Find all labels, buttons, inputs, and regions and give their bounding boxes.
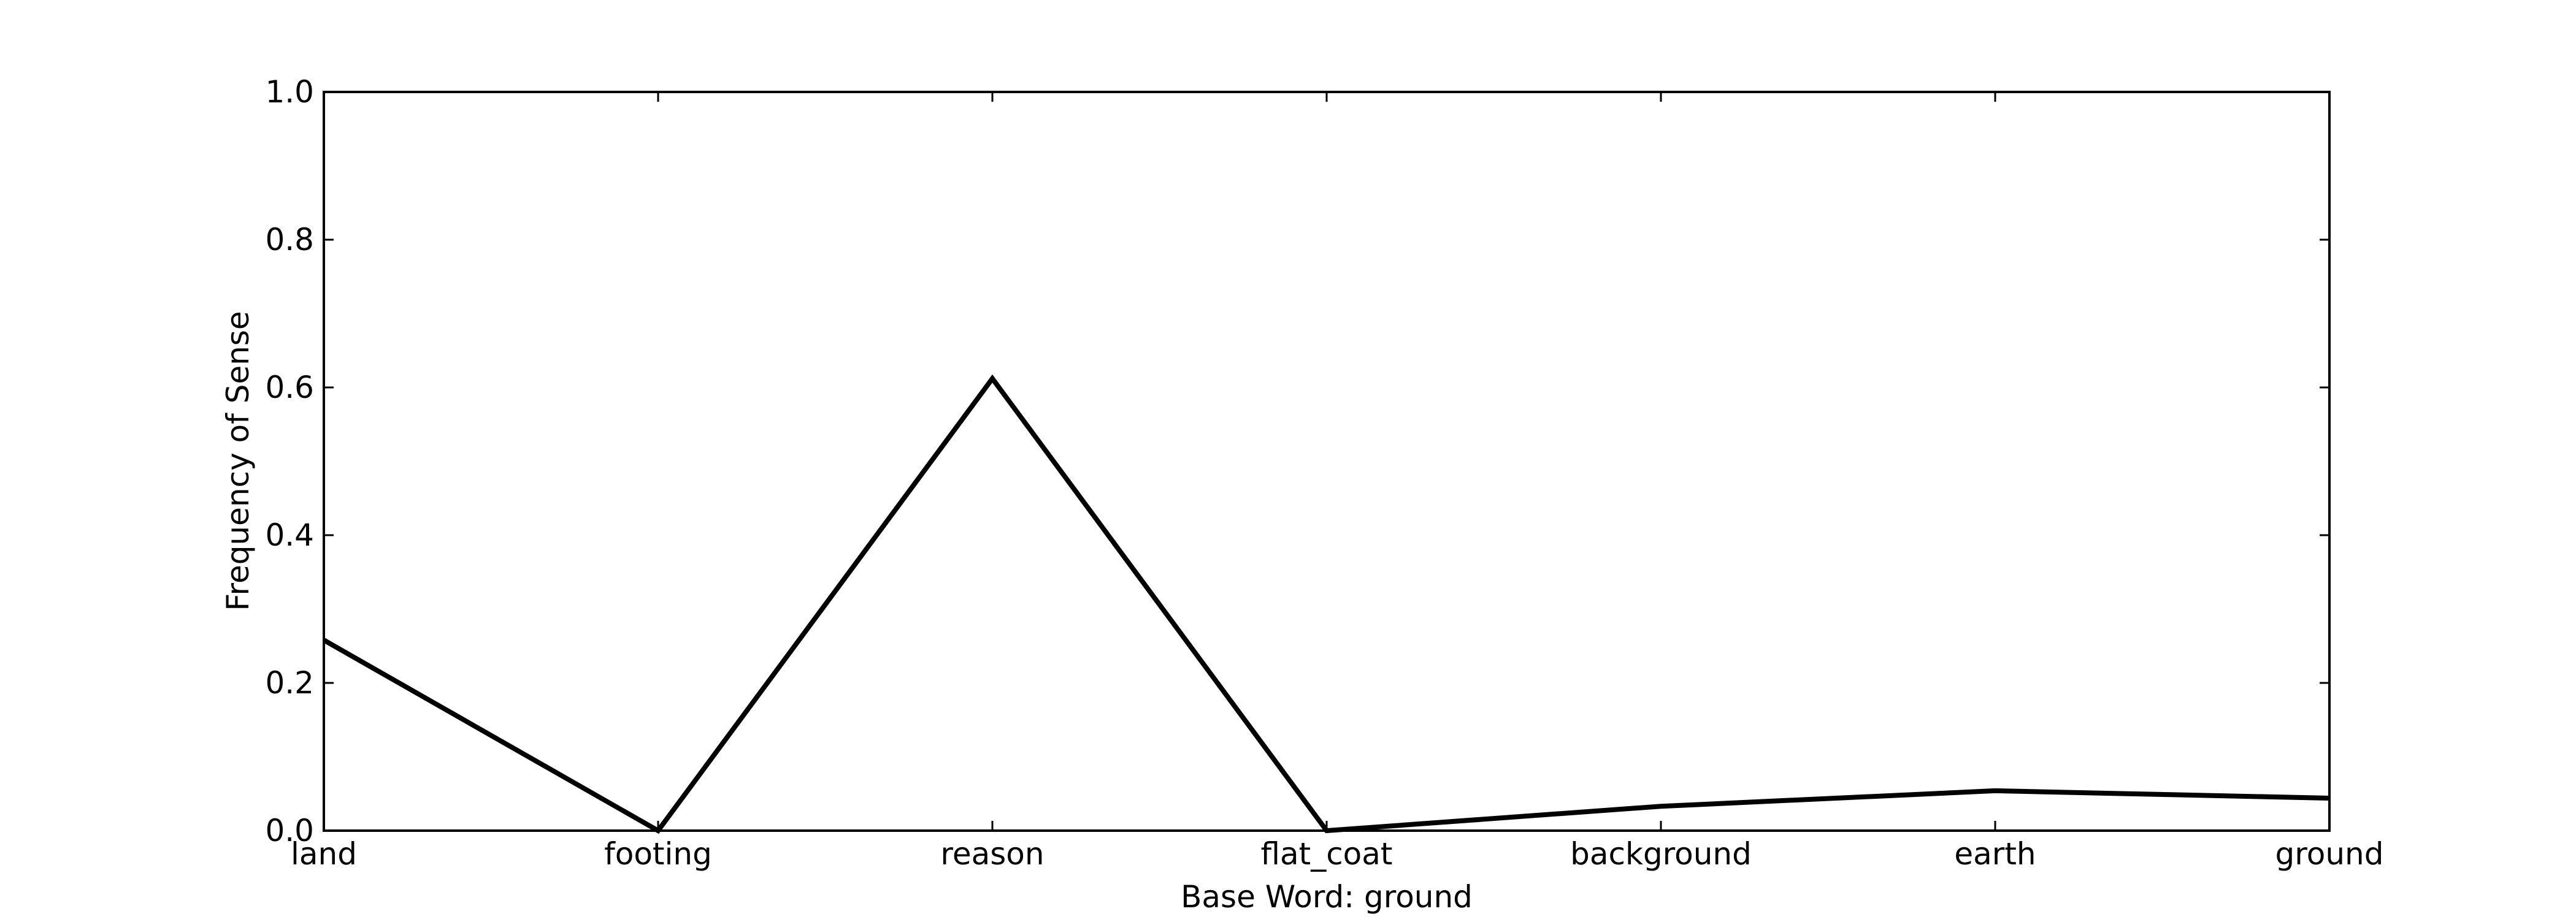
x-tick-label: background (1570, 836, 1752, 872)
x-tick-label: earth (1954, 836, 2036, 872)
y-tick-label: 0.2 (265, 665, 314, 701)
y-tick-label: 0.8 (265, 222, 314, 257)
x-tick-label: ground (2275, 836, 2384, 872)
y-tick-label: 0.6 (265, 370, 314, 405)
x-tick-label: reason (940, 836, 1044, 872)
plot-area (324, 92, 2329, 831)
x-tick-label: footing (604, 836, 712, 872)
x-tick-label: land (291, 836, 357, 872)
x-axis-label: Base Word: ground (1181, 879, 1473, 915)
y-tick-label: 1.0 (265, 74, 314, 110)
y-axis-label: Frequency of Sense (220, 311, 256, 611)
x-tick-label: flat_coat (1260, 836, 1392, 872)
y-tick-label: 0.4 (265, 517, 314, 553)
